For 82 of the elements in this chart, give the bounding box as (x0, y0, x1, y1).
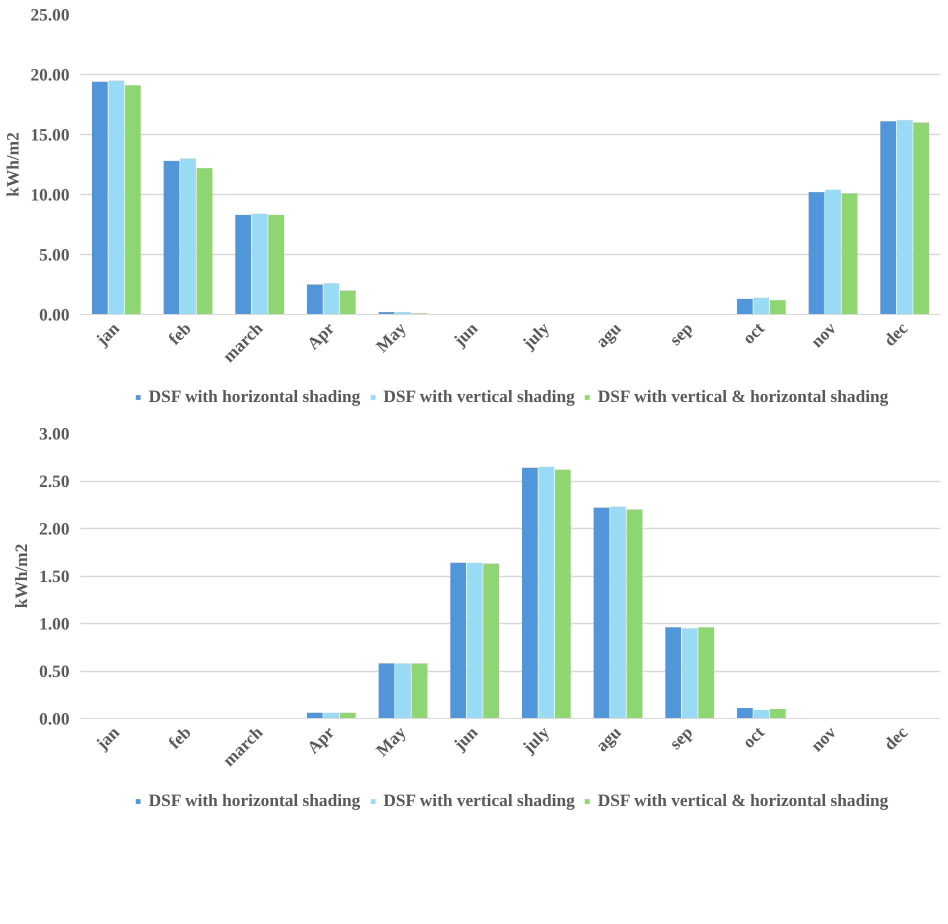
x-tick-label: jun (450, 722, 482, 755)
x-tick-label: agu (592, 722, 625, 756)
x-tick-label: dec (880, 722, 912, 754)
y-tick-label: 0.00 (39, 710, 70, 728)
bar (808, 192, 824, 314)
y-tick-label: 1.00 (39, 614, 70, 634)
bar (736, 298, 753, 314)
y-tick-label: 5.00 (39, 246, 70, 264)
bar (522, 468, 538, 718)
x-tick-label: Apr (304, 318, 338, 354)
bar (665, 627, 682, 718)
bar (268, 214, 284, 314)
bar (450, 562, 466, 718)
x-tick-label: May (372, 722, 410, 760)
bar (378, 663, 394, 718)
bar (466, 562, 483, 718)
x-tick-label: May (372, 318, 410, 356)
bar (412, 663, 428, 718)
bar (323, 283, 340, 314)
bar (554, 470, 571, 718)
y-tick-label: 2.00 (39, 520, 70, 538)
bar (483, 564, 500, 718)
bar (108, 80, 124, 314)
x-tick-label: oct (738, 318, 768, 348)
y-axis-title: kWh/m2 (12, 544, 32, 608)
bar (306, 284, 323, 314)
bar (682, 628, 698, 718)
x-tick-label: jun (450, 318, 482, 351)
x-tick-label: feb (164, 722, 195, 753)
bar (395, 663, 411, 718)
bar (770, 709, 786, 718)
bar (594, 508, 610, 718)
bar (235, 214, 252, 314)
bar (736, 708, 753, 718)
y-tick-label: 1.50 (39, 567, 70, 586)
x-tick-label: july (518, 722, 554, 758)
bar (842, 193, 858, 314)
bar (770, 300, 786, 314)
x-tick-label: nov (807, 722, 840, 756)
x-tick-label: agu (592, 318, 625, 352)
bar (92, 82, 108, 314)
y-tick-label: 25.00 (30, 6, 70, 24)
y-tick-label: 20.00 (30, 66, 70, 84)
x-tick-label: Apr (304, 722, 338, 758)
bar (538, 466, 554, 718)
x-tick-label: oct (738, 722, 768, 752)
legend-label: DSF with vertical & horizontal shading (598, 387, 888, 407)
bar (896, 120, 913, 314)
legend-label: DSF with vertical shading (383, 387, 575, 407)
bar (252, 214, 268, 314)
bar (698, 627, 714, 718)
y-tick-label: 2.50 (39, 472, 70, 491)
bar (880, 121, 896, 314)
bar (124, 85, 141, 314)
x-tick-label: sep (666, 318, 696, 350)
x-tick-label: dec (880, 318, 912, 350)
x-tick-label: feb (164, 318, 195, 349)
y-tick-label: 15.00 (30, 126, 70, 144)
y-axis-title: kWh/m2 (4, 132, 23, 197)
x-tick-label: july (518, 318, 554, 354)
y-tick-label: 3.00 (39, 424, 70, 444)
bar (196, 168, 212, 314)
bar (180, 158, 196, 314)
legend-label: DSF with horizontal shading (148, 791, 360, 811)
bar (913, 122, 930, 314)
bar (164, 160, 180, 314)
legend-label: DSF with vertical shading (383, 791, 575, 811)
legend-label: DSF with vertical & horizontal shading (598, 791, 888, 811)
x-tick-label: jan (92, 318, 124, 350)
y-tick-label: 0.00 (39, 306, 70, 324)
x-tick-label: nov (807, 318, 840, 352)
x-tick-label: sep (666, 722, 696, 754)
x-tick-label: jan (92, 722, 124, 754)
bar (626, 510, 642, 718)
y-tick-label: 10.00 (30, 186, 70, 204)
y-tick-label: 0.50 (39, 662, 70, 681)
bar (610, 506, 626, 718)
bar (753, 298, 770, 314)
bar (825, 190, 841, 314)
bar (753, 710, 770, 718)
legend-label: DSF with horizontal shading (148, 387, 360, 407)
bar (340, 290, 356, 314)
